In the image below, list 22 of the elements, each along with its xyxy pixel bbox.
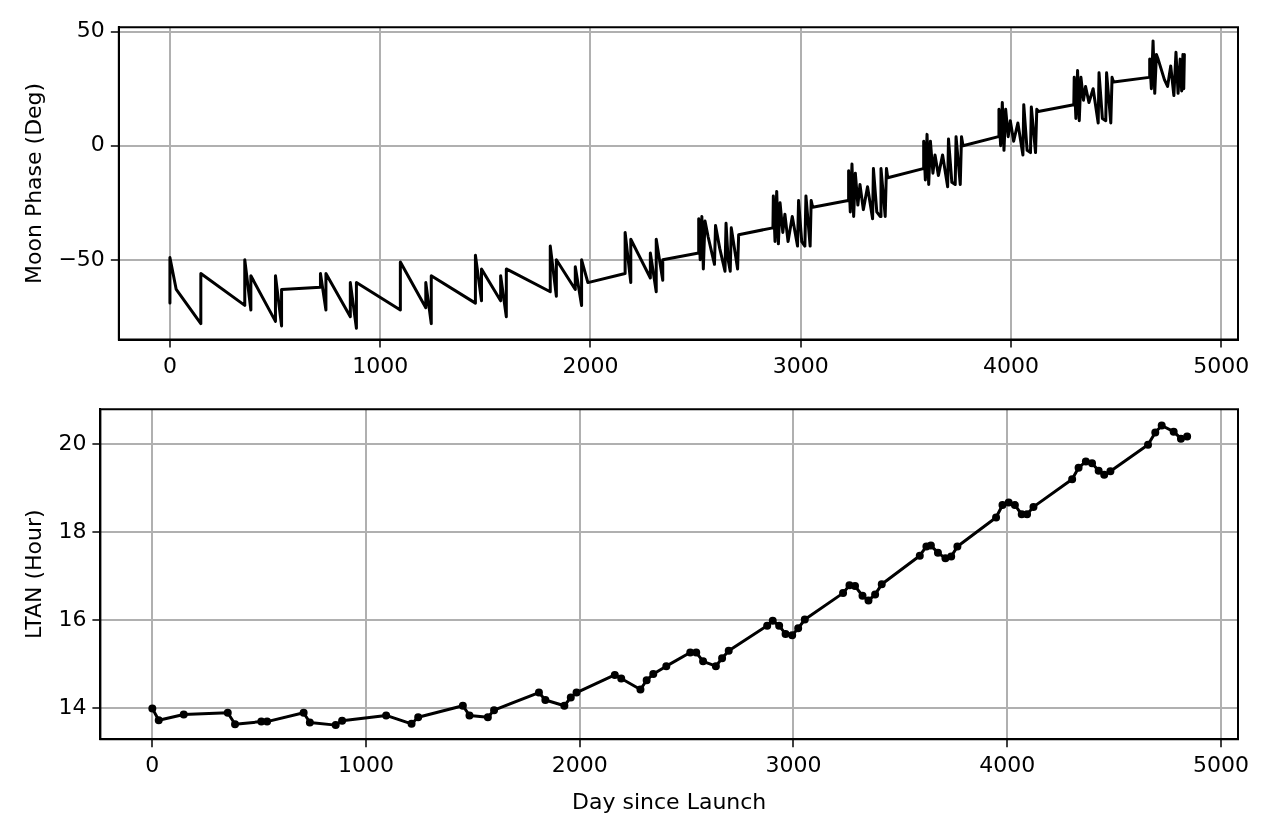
x-tick-label: 3000 [765,752,822,778]
y-axis-title: Moon Phase (Deg) [20,82,46,284]
x-axis-title: Day since Launch [572,788,767,814]
x-tick-label: 0 [145,752,160,778]
x-tick-label: 5000 [1192,752,1249,778]
y-tick-label: 18 [58,518,87,544]
y-tick-label: 14 [58,694,87,720]
y-tick-label: 20 [58,430,87,456]
y-axis-title: LTAN (Hour) [20,509,46,640]
y-tick-label: −50 [58,245,105,271]
x-tick-label: 1000 [352,352,409,378]
x-tick-label: 3000 [772,352,829,378]
x-tick-label: 1000 [338,752,395,778]
y-tick-label: 50 [76,17,105,43]
y-tick-label: 0 [90,131,105,157]
y-tick-label: 16 [58,606,87,632]
x-tick-label: 2000 [562,352,619,378]
x-tick-label: 4000 [979,752,1036,778]
x-tick-label: 0 [162,352,177,378]
x-tick-label: 5000 [1193,352,1250,378]
x-tick-label: 2000 [551,752,608,778]
x-tick-label: 4000 [982,352,1039,378]
